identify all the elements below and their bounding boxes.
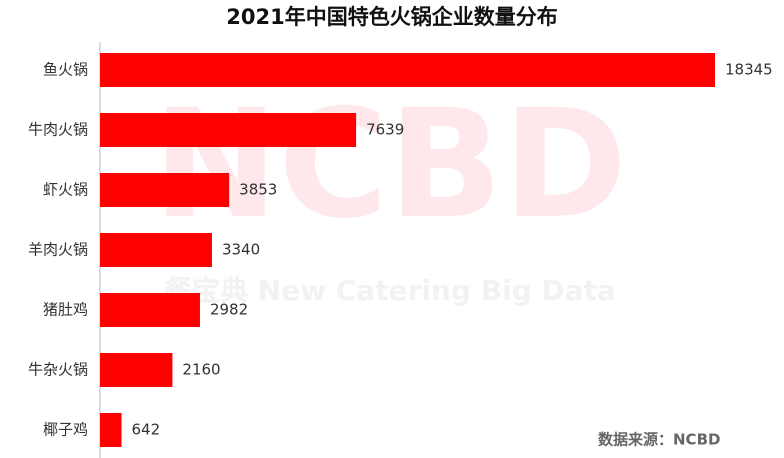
y-tick-label: 椰子鸡 (43, 421, 88, 439)
bar (100, 113, 357, 147)
bar (100, 53, 715, 87)
watermark: NCBD (153, 78, 627, 252)
bar (100, 293, 200, 327)
value-label: 2160 (182, 361, 220, 379)
value-label: 3340 (222, 241, 260, 259)
bar (100, 413, 122, 447)
source: 数据来源：NCBD (598, 431, 720, 449)
y-tick-label: 猪肚鸡 (43, 301, 88, 319)
value-label: 7639 (366, 121, 404, 139)
watermark-subtitle: 餐宝典 New Catering Big Data (164, 274, 616, 307)
chart-title: 2021年中国特色火锅企业数量分布 (226, 5, 557, 29)
bar (100, 173, 230, 207)
y-tick-label: 羊肉火锅 (28, 241, 88, 259)
value-label: 3853 (239, 181, 277, 199)
y-tick-label: 鱼火锅 (43, 61, 88, 79)
bar (100, 233, 212, 267)
value-label: 2982 (210, 301, 248, 319)
value-label: 18345 (725, 61, 773, 79)
value-label: 642 (132, 421, 161, 439)
y-tick-label: 牛杂火锅 (28, 361, 88, 379)
bar (100, 353, 173, 387)
y-tick-label: 牛肉火锅 (28, 121, 88, 139)
y-tick-label: 虾火锅 (43, 181, 88, 199)
